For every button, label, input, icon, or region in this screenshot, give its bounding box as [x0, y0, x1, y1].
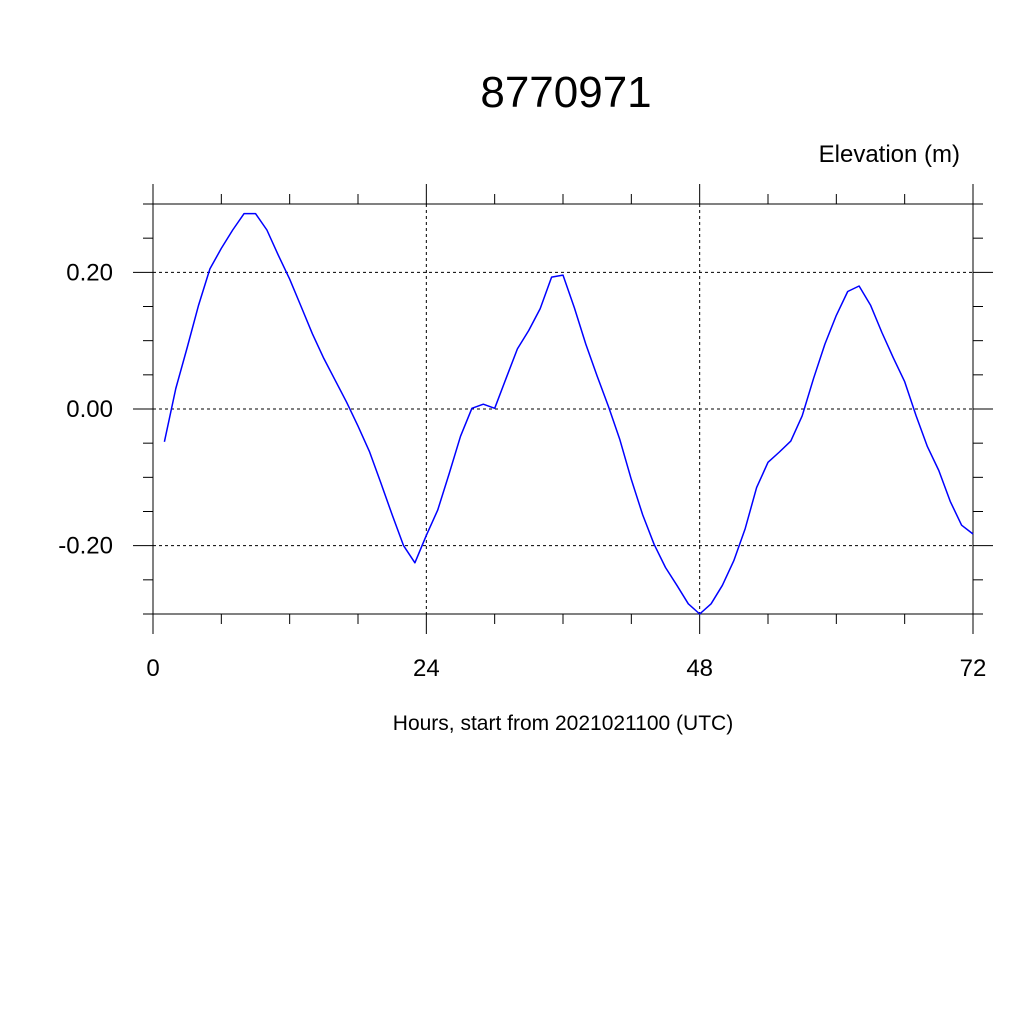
y-tick-label: 0.00 — [66, 396, 113, 423]
y-tick-label: -0.20 — [58, 533, 113, 560]
axis-ticks — [133, 184, 993, 634]
y-tick-label: 0.20 — [66, 259, 113, 286]
series-line — [163, 212, 974, 615]
y-axis-unit-label: Elevation (m) — [819, 141, 960, 168]
chart-title: 8770971 — [480, 68, 651, 117]
x-tick-label: 48 — [686, 655, 713, 682]
grid-lines — [153, 204, 974, 614]
x-axis-label: Hours, start from 2021021100 (UTC) — [393, 712, 733, 735]
tick-labels: 0 24 48 72 -0.20 0.00 0.20 — [58, 259, 986, 682]
x-tick-label: 0 — [146, 655, 159, 682]
x-tick-label: 72 — [960, 655, 987, 682]
x-tick-label: 24 — [413, 655, 440, 682]
series-layer — [163, 212, 974, 615]
plot-frame — [152, 203, 974, 615]
